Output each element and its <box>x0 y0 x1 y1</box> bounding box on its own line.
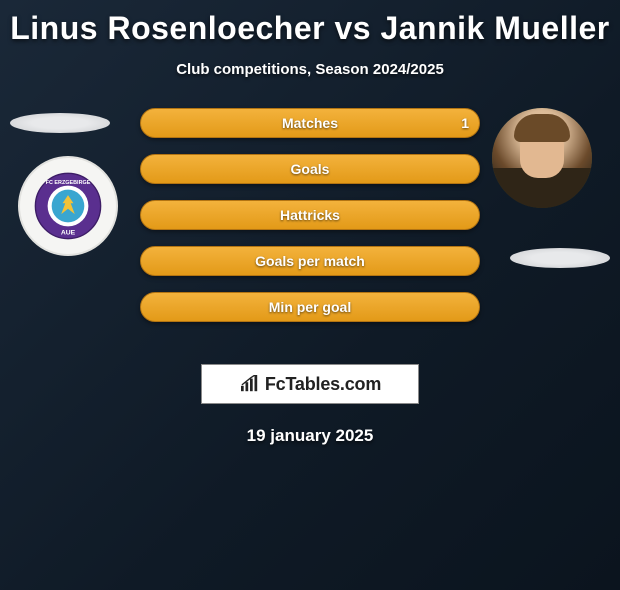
logo-text: FcTables.com <box>265 374 381 395</box>
subtitle: Club competitions, Season 2024/2025 <box>0 61 620 78</box>
shadow-oval-right <box>510 248 610 268</box>
player-right-avatar <box>492 108 592 208</box>
stat-label: Hattricks <box>280 207 340 223</box>
stat-label: Matches <box>282 115 338 131</box>
stat-label: Goals <box>291 161 330 177</box>
date-text: 19 january 2025 <box>0 426 620 446</box>
bar-chart-icon <box>239 375 261 393</box>
stat-label: Min per goal <box>269 299 351 315</box>
stat-label: Goals per match <box>255 253 365 269</box>
svg-text:FC ERZGEBIRGE: FC ERZGEBIRGE <box>46 180 91 186</box>
stat-rows: Matches 1 Goals Hattricks Goals per matc… <box>140 108 480 338</box>
comparison-area: FC ERZGEBIRGE AUE Matches 1 Goals Hattri… <box>0 108 620 348</box>
page-title: Linus Rosenloecher vs Jannik Mueller <box>0 10 620 47</box>
stat-row-goals-per-match: Goals per match <box>140 246 480 276</box>
shadow-oval-left <box>10 113 110 133</box>
source-logo-box: FcTables.com <box>201 364 419 404</box>
club-badge-icon: FC ERZGEBIRGE AUE <box>34 172 102 240</box>
svg-text:AUE: AUE <box>61 230 76 237</box>
player-left-badge: FC ERZGEBIRGE AUE <box>18 156 118 256</box>
stat-row-matches: Matches 1 <box>140 108 480 138</box>
stat-row-hattricks: Hattricks <box>140 200 480 230</box>
stat-row-goals: Goals <box>140 154 480 184</box>
stat-right-value: 1 <box>461 115 469 131</box>
stat-row-min-per-goal: Min per goal <box>140 292 480 322</box>
